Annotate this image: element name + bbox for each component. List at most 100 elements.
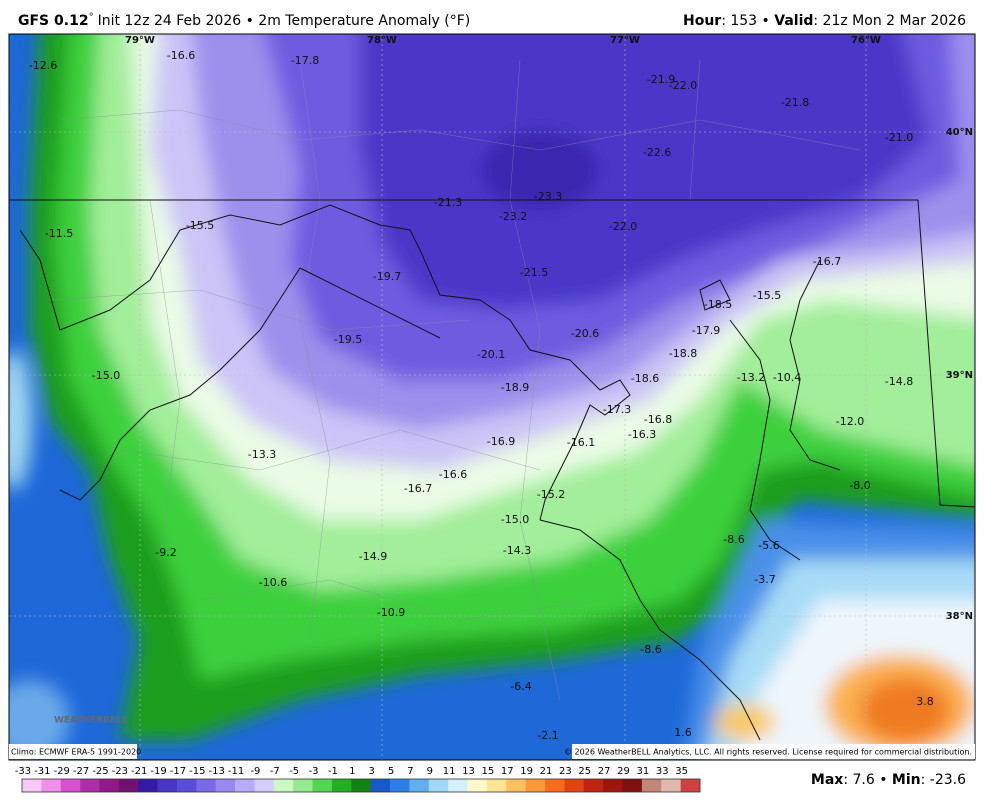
anomaly-label: -16.8 bbox=[644, 413, 672, 426]
anomaly-label: -17.9 bbox=[692, 324, 720, 337]
colorbar-swatch bbox=[564, 779, 585, 792]
colorbar-swatch bbox=[138, 779, 158, 792]
anomaly-label: -18.5 bbox=[704, 298, 732, 311]
colorbar-swatch bbox=[448, 779, 468, 792]
anomaly-label: -6.4 bbox=[510, 680, 531, 693]
colorbar-swatch bbox=[254, 779, 275, 792]
anomaly-label: -8.0 bbox=[849, 479, 870, 492]
anomaly-label: -15.5 bbox=[753, 289, 781, 302]
field bbox=[860, 678, 950, 742]
colorbar: -33 -31 -29 -27 -25 -23 -21 -19 -17 -15 -13 -11 -9 -7… bbox=[15, 766, 701, 793]
colorbar-swatch bbox=[428, 779, 449, 792]
colorbar-tick-label: 31 bbox=[637, 766, 650, 777]
anomaly-label: -15.0 bbox=[501, 513, 529, 526]
colorbar-swatch bbox=[80, 779, 100, 792]
county-lines bbox=[49, 59, 861, 701]
colorbar-swatch bbox=[506, 779, 526, 792]
init: Init 12z 24 Feb 2026 • 2m Temperature An… bbox=[98, 13, 471, 29]
colorbar-swatch bbox=[661, 779, 681, 792]
anomaly-label: -16.7 bbox=[813, 255, 841, 268]
colorbar-tick-label: 35 bbox=[675, 766, 688, 777]
anomaly-label: -20.6 bbox=[571, 327, 599, 340]
colorbar-tick-label: 7 bbox=[407, 766, 413, 777]
colorbar-swatch bbox=[118, 779, 139, 792]
colorbar-swatch bbox=[41, 779, 62, 792]
colorbar-tick-label: -23 bbox=[112, 766, 128, 777]
colorbar-swatch bbox=[60, 779, 81, 792]
valid: : 21z Mon 2 Mar 2026 bbox=[813, 13, 966, 29]
anomaly-label: -14.3 bbox=[503, 544, 531, 557]
anomaly-label: -21.8 bbox=[781, 96, 809, 109]
anomaly-label: -15.5 bbox=[186, 219, 214, 232]
hour-label: Hour bbox=[683, 13, 721, 29]
latitude-label: 40°N bbox=[946, 127, 973, 138]
colorbar-tick-label: 33 bbox=[656, 766, 669, 777]
anomaly-label: -10.4 bbox=[773, 371, 801, 384]
max-min: Max: 7.6 • Min: -23.6 bbox=[811, 772, 966, 788]
field bbox=[9, 680, 70, 760]
colorbar-tick-label: -33 bbox=[15, 766, 31, 777]
max-label: Max bbox=[811, 772, 843, 788]
header-left: GFS 0.12° Init 12z 24 Feb 2026 • 2m Tempe… bbox=[18, 12, 470, 29]
anomaly-label: -8.6 bbox=[640, 643, 661, 656]
colorbar-tick-label: -29 bbox=[54, 766, 70, 777]
min-label: Min bbox=[892, 772, 921, 788]
colorbar-tick-label: -31 bbox=[34, 766, 50, 777]
colorbar-swatch bbox=[351, 779, 371, 792]
colorbar-tick-label: -1 bbox=[328, 766, 338, 777]
anomaly-label: -15.2 bbox=[537, 488, 565, 501]
colorbar-swatch bbox=[409, 779, 430, 792]
colorbar-swatch bbox=[273, 779, 294, 792]
anomaly-label: -3.7 bbox=[754, 573, 775, 586]
anomaly-label: -16.9 bbox=[487, 435, 515, 448]
colorbar-tick-label: 1 bbox=[349, 766, 355, 777]
colorbar-tick-label: -25 bbox=[92, 766, 108, 777]
anomaly-label: -10.9 bbox=[377, 606, 405, 619]
colorbar-tick-label: -7 bbox=[270, 766, 280, 777]
anomaly-label: -12.0 bbox=[836, 415, 864, 428]
colorbar-tick-label: 3 bbox=[368, 766, 374, 777]
climo: Climo: ECMWF ERA-5 1991-2020 bbox=[11, 748, 141, 757]
hour: : 153 • bbox=[721, 13, 774, 29]
latitude-label: 39°N bbox=[946, 370, 973, 381]
anomaly-label: -22.0 bbox=[669, 79, 697, 92]
colorbar-tick-label: -3 bbox=[309, 766, 319, 777]
colorbar-tick-label: 9 bbox=[427, 766, 433, 777]
colorbar-tick-label: -15 bbox=[189, 766, 205, 777]
colorbar-swatch bbox=[545, 779, 565, 792]
colorbar-swatch bbox=[312, 779, 333, 792]
lat-lon-grid bbox=[9, 34, 975, 760]
anomaly-label: -21.3 bbox=[434, 196, 462, 209]
degree: ° bbox=[89, 12, 94, 23]
field bbox=[9, 350, 32, 490]
colorbar-tick-label: 25 bbox=[578, 766, 591, 777]
colorbar-tick-label: -13 bbox=[209, 766, 225, 777]
anomaly-label: -16.6 bbox=[167, 49, 195, 62]
longitude-label: 79°W bbox=[125, 35, 155, 46]
longitude-label: 77°W bbox=[610, 35, 640, 46]
colorbar-tick-label: -17 bbox=[170, 766, 186, 777]
anomaly-label: -9.2 bbox=[155, 546, 176, 559]
colorbar-frame bbox=[21, 778, 701, 793]
colorbar-swatch bbox=[603, 779, 623, 792]
anomaly-label: -16.3 bbox=[628, 428, 656, 441]
anomaly-label: -13.3 bbox=[248, 448, 276, 461]
model: GFS 0.12 bbox=[18, 13, 89, 29]
colorbar-swatch bbox=[680, 779, 701, 792]
colorbar-tick-label: 19 bbox=[520, 766, 533, 777]
state-borders bbox=[9, 199, 975, 741]
colorbar-swatch bbox=[22, 779, 42, 792]
valid-label: Valid bbox=[774, 13, 813, 29]
map-labels: 79°W 78°W 77°W 76°W 40°N 39°N 38°N -12.6 -16.6 -1… bbox=[29, 35, 973, 742]
colorbar-swatch bbox=[467, 779, 488, 792]
max: : 7.6 • bbox=[843, 772, 892, 788]
climo-box bbox=[9, 744, 137, 759]
colorbar-tick-label: -27 bbox=[73, 766, 89, 777]
field bbox=[715, 704, 775, 740]
anomaly-label: -21.9 bbox=[647, 73, 675, 86]
anomaly-label: -22.0 bbox=[609, 220, 637, 233]
colorbar-swatch bbox=[390, 779, 410, 792]
field bbox=[360, 34, 930, 310]
anomaly-label: -8.6 bbox=[723, 533, 744, 546]
map-field bbox=[9, 34, 975, 760]
